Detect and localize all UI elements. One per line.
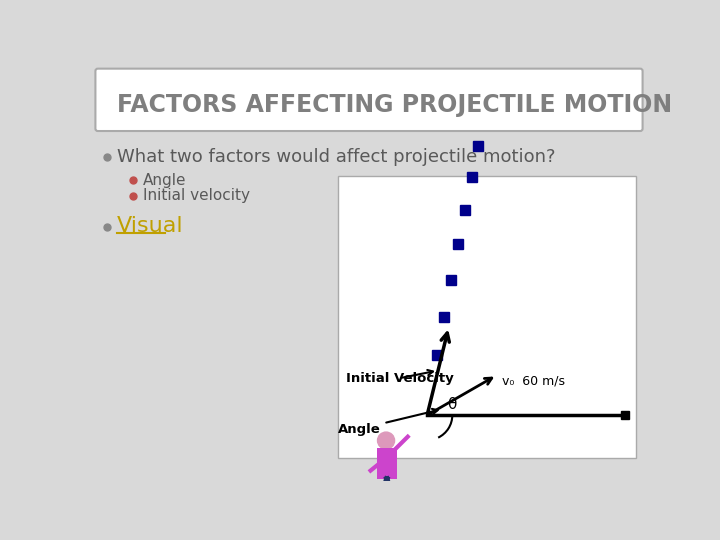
FancyBboxPatch shape <box>338 177 636 457</box>
Text: Initial velocity: Initial velocity <box>143 188 250 203</box>
Text: What two factors would affect projectile motion?: What two factors would affect projectile… <box>117 148 556 166</box>
Text: Angle: Angle <box>143 173 186 188</box>
Text: θ: θ <box>447 397 456 412</box>
FancyBboxPatch shape <box>96 69 642 131</box>
Text: Visual: Visual <box>117 217 184 237</box>
FancyBboxPatch shape <box>377 448 397 479</box>
Text: v₀  60 m/s: v₀ 60 m/s <box>502 375 564 388</box>
Text: FACTORS AFFECTING PROJECTILE MOTION: FACTORS AFFECTING PROJECTILE MOTION <box>117 93 672 117</box>
Text: Initial Velocity: Initial Velocity <box>346 370 454 384</box>
Circle shape <box>377 432 395 449</box>
Text: Angle: Angle <box>338 409 438 436</box>
